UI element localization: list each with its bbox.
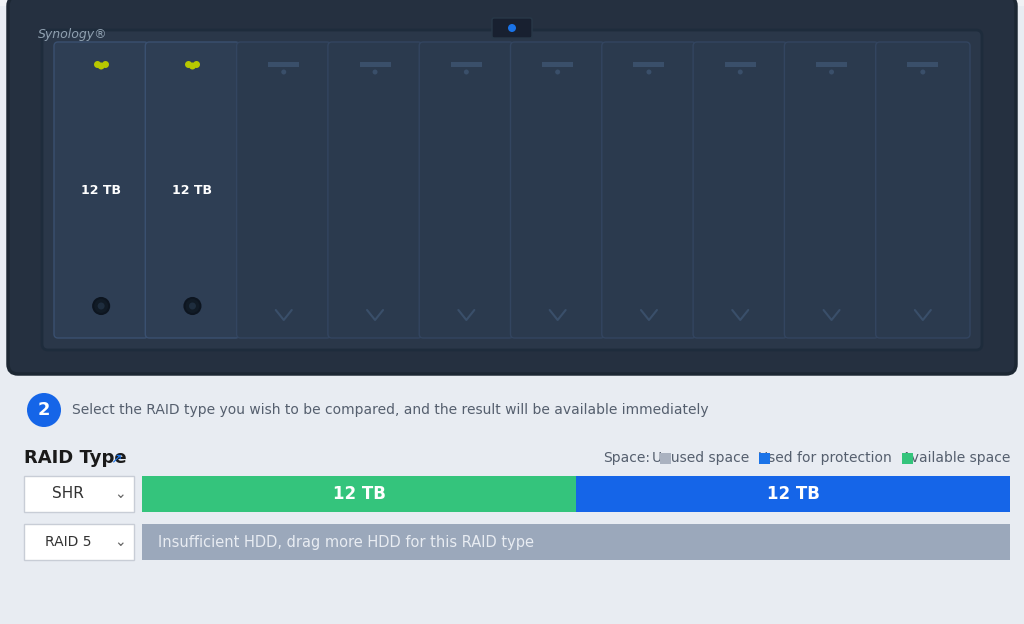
Circle shape [373, 69, 378, 74]
Text: 12 TB: 12 TB [333, 485, 385, 503]
FancyBboxPatch shape [42, 30, 982, 350]
Text: Unused space: Unused space [652, 451, 750, 465]
Bar [659, 452, 671, 464]
Circle shape [189, 62, 196, 69]
Text: 2: 2 [38, 401, 50, 419]
Circle shape [508, 24, 516, 32]
FancyBboxPatch shape [24, 524, 134, 560]
Circle shape [464, 69, 469, 74]
Text: Synology®: Synology® [38, 28, 108, 41]
Text: 12 TB: 12 TB [172, 183, 212, 197]
Circle shape [646, 69, 651, 74]
Bar [907, 62, 938, 67]
Text: SHR: SHR [52, 487, 84, 502]
Bar [902, 452, 913, 464]
Text: RAID Type: RAID Type [24, 449, 127, 467]
Text: Available space: Available space [901, 451, 1010, 465]
FancyBboxPatch shape [511, 42, 605, 338]
Bar [359, 62, 390, 67]
FancyBboxPatch shape [237, 42, 331, 338]
Text: ⌄: ⌄ [115, 535, 126, 549]
Bar [575, 476, 1010, 512]
Circle shape [829, 69, 835, 74]
Circle shape [184, 298, 201, 314]
Bar [142, 524, 1010, 560]
Circle shape [282, 69, 287, 74]
Bar [816, 62, 847, 67]
FancyBboxPatch shape [492, 18, 532, 38]
Circle shape [189, 303, 196, 310]
FancyBboxPatch shape [328, 42, 422, 338]
Text: 12 TB: 12 TB [767, 485, 819, 503]
Bar [725, 62, 756, 67]
Circle shape [555, 69, 560, 74]
Text: RAID 5: RAID 5 [45, 535, 91, 549]
Text: Used for protection: Used for protection [758, 451, 892, 465]
FancyBboxPatch shape [8, 0, 1016, 374]
Text: ↗: ↗ [110, 451, 122, 465]
Circle shape [97, 62, 104, 69]
Bar [268, 62, 299, 67]
Circle shape [27, 393, 61, 427]
Text: Select the RAID type you wish to be compared, and the result will be available i: Select the RAID type you wish to be comp… [72, 403, 709, 417]
FancyBboxPatch shape [693, 42, 787, 338]
FancyBboxPatch shape [145, 42, 240, 338]
Bar [634, 62, 665, 67]
FancyBboxPatch shape [24, 476, 134, 512]
FancyBboxPatch shape [54, 42, 148, 338]
FancyBboxPatch shape [602, 42, 696, 338]
Bar [451, 62, 482, 67]
Bar [142, 476, 575, 512]
Text: Space:: Space: [603, 451, 650, 465]
Text: ⌄: ⌄ [115, 487, 126, 501]
Circle shape [93, 298, 110, 314]
Bar [0, 370, 1024, 624]
FancyBboxPatch shape [784, 42, 879, 338]
Text: Insufficient HDD, drag more HDD for this RAID type: Insufficient HDD, drag more HDD for this… [158, 535, 534, 550]
Circle shape [737, 69, 742, 74]
Bar [0, 0, 1024, 6]
Text: 12 TB: 12 TB [81, 183, 121, 197]
Circle shape [921, 69, 926, 74]
Bar [759, 452, 770, 464]
FancyBboxPatch shape [419, 42, 513, 338]
Bar [542, 62, 573, 67]
Circle shape [97, 303, 104, 310]
FancyBboxPatch shape [876, 42, 970, 338]
